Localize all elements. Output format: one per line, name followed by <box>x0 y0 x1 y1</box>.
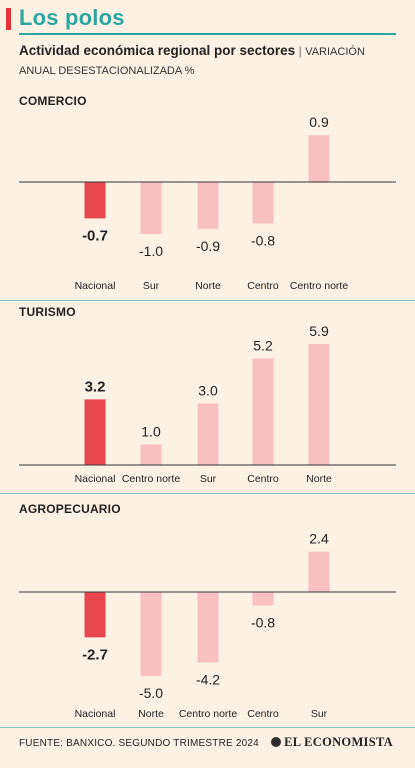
bar <box>308 135 330 182</box>
title-rule <box>19 33 396 35</box>
bar <box>308 344 330 465</box>
bar <box>84 182 106 219</box>
category-label: Nacional <box>75 280 116 292</box>
category-label: Centro norte <box>290 280 349 292</box>
data-label: -0.9 <box>196 238 220 254</box>
panel-divider <box>0 493 415 494</box>
subtitle-separator: | <box>298 44 302 58</box>
data-label: 1.0 <box>141 424 161 440</box>
chart-comercio: -0.7 Nacional -1.0 Sur -0.9 Norte -0.8 Centro 0.… <box>19 114 396 292</box>
page-title: Los polos <box>19 5 125 30</box>
bar <box>197 182 219 229</box>
data-label: 5.2 <box>253 337 273 353</box>
panel-divider <box>0 300 415 301</box>
chart-agropecuario: -2.7 Nacional -5.0 Norte -4.2 Centro norte -0.… <box>19 531 396 720</box>
data-label: 5.9 <box>309 323 329 339</box>
logo-text: EL ECONOMISTA <box>284 735 393 749</box>
category-label: Centro <box>247 708 279 720</box>
chart-subtitle: Actividad económica regional por sectore… <box>19 42 399 80</box>
bar <box>140 444 162 465</box>
source-note: FUENTE: BANXICO. SEGUNDO TRIMESTRE 2024 <box>19 738 259 749</box>
bar <box>252 182 274 224</box>
panel-title-comercio: COMERCIO <box>19 94 87 108</box>
publisher-logo: EL ECONOMISTA <box>271 735 393 750</box>
category-label: Norte <box>138 708 164 720</box>
bar <box>197 403 219 465</box>
category-label: Norte <box>306 473 332 485</box>
category-label: Nacional <box>75 708 116 720</box>
data-label: -0.8 <box>251 614 275 630</box>
category-label: Sur <box>143 280 160 292</box>
category-label: Norte <box>195 280 221 292</box>
bar <box>252 592 274 606</box>
subtitle-unit: VARIACIÓN ANUAL DESESTACIONALIZADA % <box>19 46 365 77</box>
panel-title-agropecuario: AGROPECUARIO <box>19 502 121 516</box>
data-label: -0.7 <box>82 227 108 244</box>
bar <box>140 592 162 676</box>
data-label: 3.2 <box>85 378 106 395</box>
bar <box>308 551 330 592</box>
bar <box>84 399 106 465</box>
data-label: -4.2 <box>196 672 220 688</box>
category-label: Sur <box>311 708 328 720</box>
category-label: Centro <box>247 280 279 292</box>
category-label: Centro <box>247 473 279 485</box>
panel-divider <box>0 727 415 728</box>
bar <box>140 182 162 234</box>
bar <box>84 592 106 638</box>
data-label: -0.8 <box>251 233 275 249</box>
chart-turismo: 3.2 Nacional 1.0 Centro norte 3.0 Sur 5.2 Centr… <box>19 323 396 485</box>
data-label: 0.9 <box>309 114 329 130</box>
bar <box>197 592 219 663</box>
data-label: -1.0 <box>139 243 163 259</box>
panel-title-turismo: TURISMO <box>19 305 76 319</box>
bar <box>252 358 274 465</box>
category-label: Centro norte <box>179 708 238 720</box>
logo-mark-icon <box>271 737 282 747</box>
category-label: Nacional <box>75 473 116 485</box>
category-label: Centro norte <box>122 473 181 485</box>
data-label: -2.7 <box>82 646 108 663</box>
subtitle-main: Actividad económica regional por sectore… <box>19 43 296 58</box>
category-label: Sur <box>200 473 217 485</box>
data-label: 2.4 <box>309 531 329 547</box>
header-accent-bar <box>6 8 11 30</box>
data-label: -5.0 <box>139 685 163 701</box>
data-label: 3.0 <box>198 383 218 399</box>
